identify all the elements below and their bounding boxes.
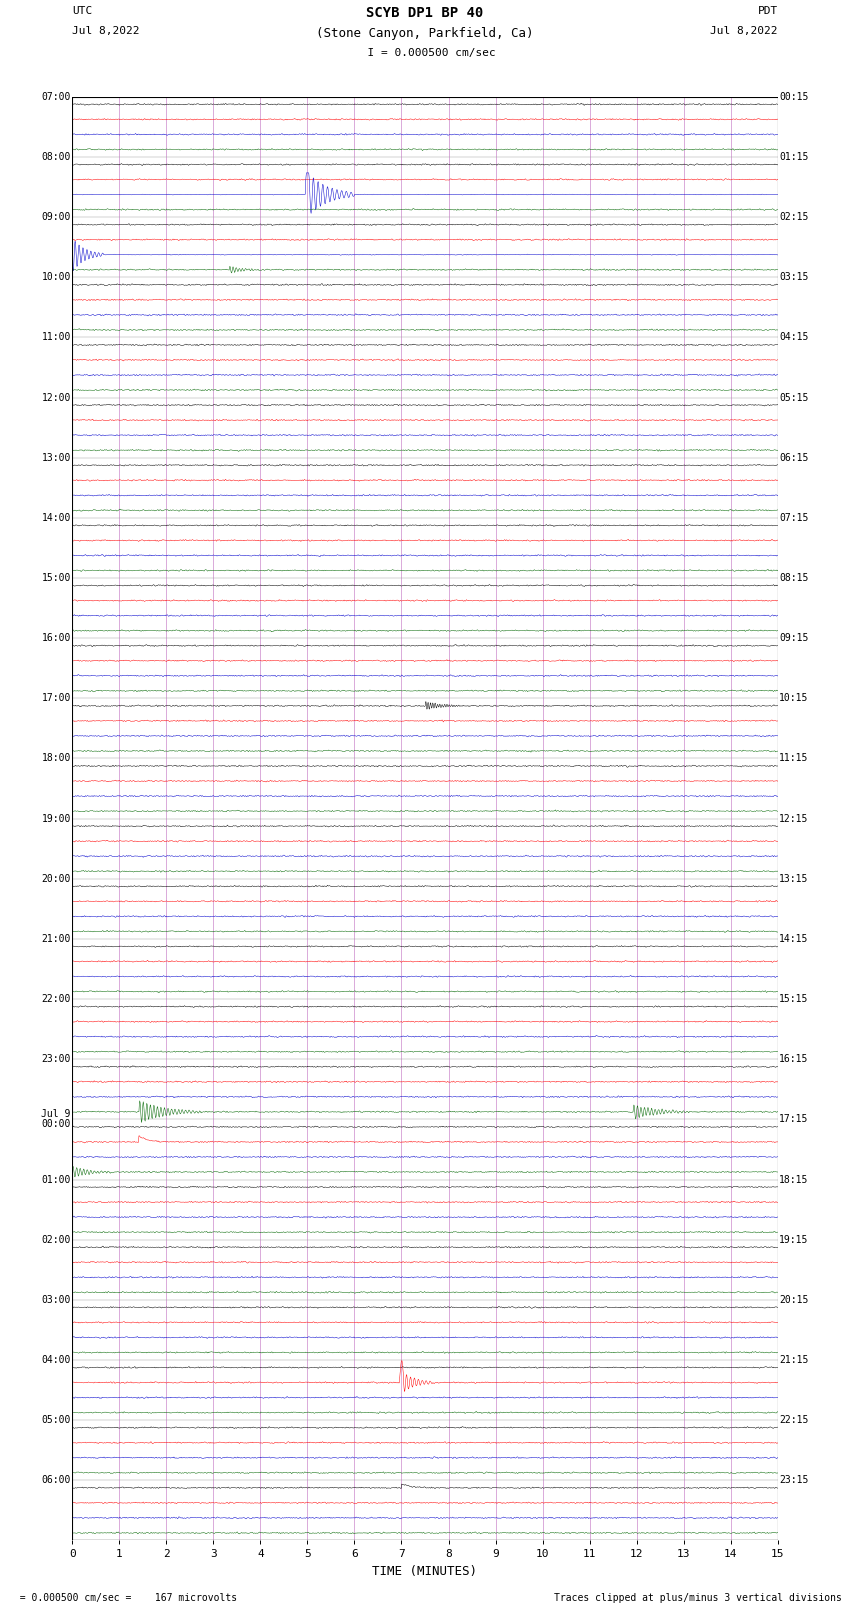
Text: 10:15: 10:15	[779, 694, 808, 703]
Text: 15:15: 15:15	[779, 994, 808, 1003]
Text: Traces clipped at plus/minus 3 vertical divisions: Traces clipped at plus/minus 3 vertical …	[553, 1594, 842, 1603]
Text: 23:00: 23:00	[42, 1055, 71, 1065]
Text: 11:00: 11:00	[42, 332, 71, 342]
Text: 01:00: 01:00	[42, 1174, 71, 1184]
Text: 16:15: 16:15	[779, 1055, 808, 1065]
Text: 09:00: 09:00	[42, 211, 71, 223]
Text: 14:00: 14:00	[42, 513, 71, 523]
Text: 02:00: 02:00	[42, 1234, 71, 1245]
Text: 18:15: 18:15	[779, 1174, 808, 1184]
Text: 13:00: 13:00	[42, 453, 71, 463]
Text: 22:15: 22:15	[779, 1415, 808, 1426]
Text: 19:00: 19:00	[42, 813, 71, 824]
Text: 08:15: 08:15	[779, 573, 808, 582]
Text: 05:15: 05:15	[779, 392, 808, 403]
X-axis label: TIME (MINUTES): TIME (MINUTES)	[372, 1565, 478, 1578]
Text: 20:00: 20:00	[42, 874, 71, 884]
Text: 17:15: 17:15	[779, 1115, 808, 1124]
Text: 00:00: 00:00	[42, 1119, 71, 1129]
Text: 22:00: 22:00	[42, 994, 71, 1003]
Text: 23:15: 23:15	[779, 1476, 808, 1486]
Text: 13:15: 13:15	[779, 874, 808, 884]
Text: (Stone Canyon, Parkfield, Ca): (Stone Canyon, Parkfield, Ca)	[316, 27, 534, 40]
Text: 19:15: 19:15	[779, 1234, 808, 1245]
Text: 20:15: 20:15	[779, 1295, 808, 1305]
Text: Jul 8,2022: Jul 8,2022	[711, 26, 778, 35]
Text: 04:15: 04:15	[779, 332, 808, 342]
Text: 16:00: 16:00	[42, 634, 71, 644]
Text: 06:00: 06:00	[42, 1476, 71, 1486]
Text: Jul 8,2022: Jul 8,2022	[72, 26, 139, 35]
Text: 18:00: 18:00	[42, 753, 71, 763]
Text: Jul 9: Jul 9	[42, 1110, 71, 1119]
Text: 05:00: 05:00	[42, 1415, 71, 1426]
Text: 21:00: 21:00	[42, 934, 71, 944]
Text: 11:15: 11:15	[779, 753, 808, 763]
Text: 17:00: 17:00	[42, 694, 71, 703]
Text: 08:00: 08:00	[42, 152, 71, 161]
Text: 06:15: 06:15	[779, 453, 808, 463]
Text: 12:15: 12:15	[779, 813, 808, 824]
Text: 04:00: 04:00	[42, 1355, 71, 1365]
Text: 09:15: 09:15	[779, 634, 808, 644]
Text: UTC: UTC	[72, 6, 93, 16]
Text: 00:15: 00:15	[779, 92, 808, 102]
Text: 02:15: 02:15	[779, 211, 808, 223]
Text: SCYB DP1 BP 40: SCYB DP1 BP 40	[366, 6, 484, 21]
Text: PDT: PDT	[757, 6, 778, 16]
Text: 03:15: 03:15	[779, 273, 808, 282]
Text: = 0.000500 cm/sec =    167 microvolts: = 0.000500 cm/sec = 167 microvolts	[8, 1594, 238, 1603]
Text: 07:00: 07:00	[42, 92, 71, 102]
Text: I = 0.000500 cm/sec: I = 0.000500 cm/sec	[354, 48, 496, 58]
Text: 01:15: 01:15	[779, 152, 808, 161]
Text: 10:00: 10:00	[42, 273, 71, 282]
Text: 14:15: 14:15	[779, 934, 808, 944]
Text: 21:15: 21:15	[779, 1355, 808, 1365]
Text: 07:15: 07:15	[779, 513, 808, 523]
Text: 15:00: 15:00	[42, 573, 71, 582]
Text: 12:00: 12:00	[42, 392, 71, 403]
Text: 03:00: 03:00	[42, 1295, 71, 1305]
